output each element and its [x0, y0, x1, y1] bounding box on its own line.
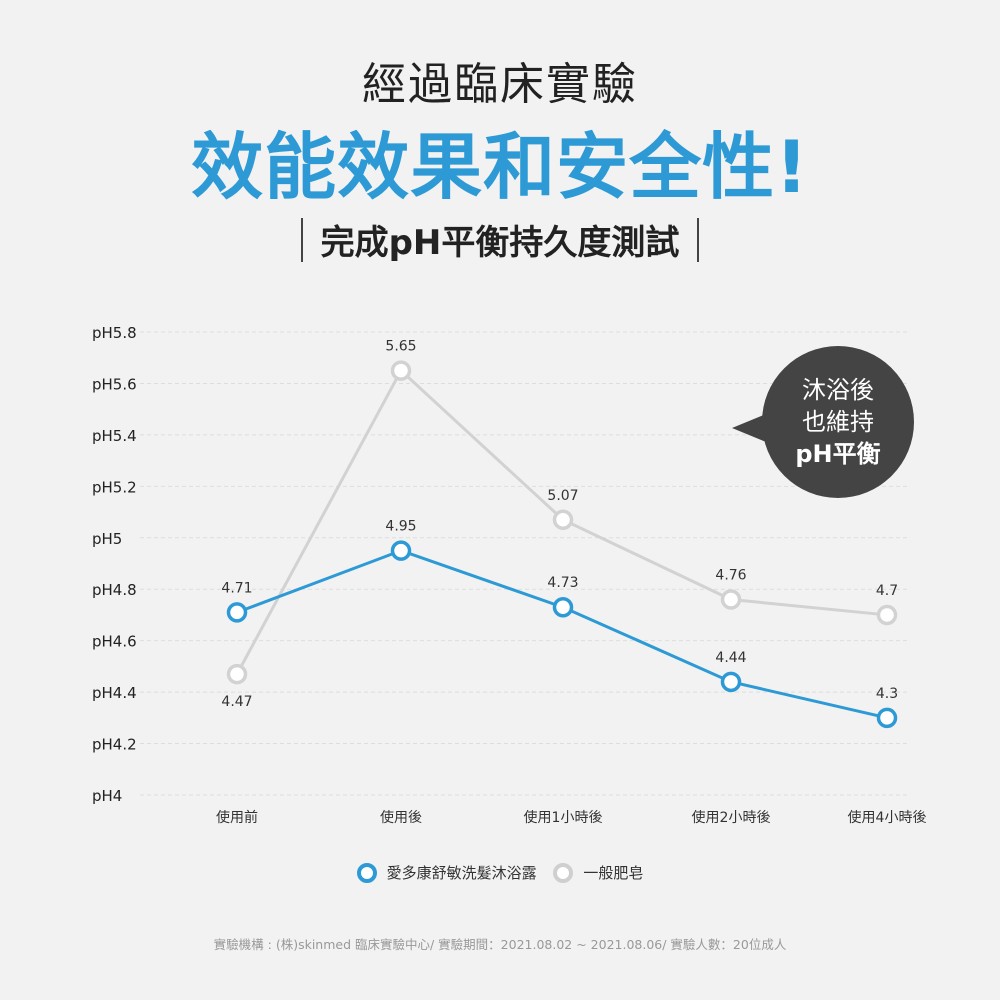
data-point-blue [552, 596, 574, 618]
chart-legend: 愛多康舒敏洗髮沐浴露 一般肥皂 [0, 862, 1000, 887]
headline-top: 經過臨床實驗 [362, 59, 638, 110]
legend-marker-gray [553, 862, 574, 883]
x-tick-label: 使用後 [380, 809, 422, 826]
x-tick-label: 使用1小時後 [524, 809, 603, 826]
x-tick-label: 使用前 [216, 809, 258, 826]
legend-marker-blue [356, 862, 377, 883]
data-point-blue [226, 602, 248, 623]
data-label-gray: 4.47 [221, 694, 252, 710]
y-tick-label: pH5.6 [92, 375, 137, 393]
data-point-gray [720, 589, 742, 610]
callout-bubble: 沐浴後 也維持 pH平衡 [762, 346, 914, 498]
legend-item-series2: 一般肥皂 [553, 862, 643, 883]
data-point-blue [390, 540, 412, 561]
data-label-blue: 4.44 [715, 650, 746, 666]
y-tick-label: pH5.4 [92, 427, 137, 445]
data-label-blue: 4.73 [547, 575, 578, 591]
data-label-gray: 4.7 [876, 583, 898, 599]
subtitle-text: 完成pH平衡持久度測試 [320, 223, 680, 263]
data-point-blue [720, 671, 742, 693]
data-point-gray [226, 663, 248, 685]
y-tick-label: pH4.2 [92, 736, 137, 754]
subtitle-right-divider [697, 217, 700, 262]
y-tick-label: pH4.8 [92, 581, 137, 599]
data-point-gray [876, 604, 898, 626]
y-tick-label: pH4 [92, 787, 122, 805]
data-point-gray [552, 509, 574, 531]
x-tick-label: 使用2小時後 [692, 809, 771, 826]
legend-label-series2: 一般肥皂 [583, 864, 644, 882]
callout-line-3: pH平衡 [795, 440, 881, 468]
subtitle: 完成pH平衡持久度測試 [0, 215, 1000, 264]
data-label-gray: 4.76 [715, 568, 746, 584]
y-tick-label: pH5.8 [92, 324, 137, 342]
data-label-gray: 5.65 [385, 339, 416, 355]
y-tick-label: pH5 [92, 530, 122, 548]
headline-main: 效能效果和安全性! [191, 125, 809, 209]
data-point-gray [390, 360, 412, 381]
legend-item-series1: 愛多康舒敏洗髮沐浴露 [356, 862, 537, 883]
y-tick-label: pH4.4 [92, 684, 137, 702]
legend-label-series1: 愛多康舒敏洗髮沐浴露 [386, 864, 537, 882]
subtitle-left-divider [300, 217, 303, 262]
data-label-blue: 4.95 [385, 519, 416, 535]
y-tick-label: pH5.2 [92, 478, 137, 496]
data-point-blue [876, 707, 898, 729]
callout-line-1: 沐浴後 [802, 376, 874, 404]
data-label-blue: 4.3 [876, 686, 898, 702]
callout-tail [732, 414, 766, 442]
y-tick-label: pH4.6 [92, 633, 137, 651]
data-label-blue: 4.71 [221, 580, 252, 596]
footnote: 實驗機構 : (株)skinmed 臨床實驗中心/ 實驗期間：2021.08.0… [213, 937, 787, 952]
x-tick-label: 使用4小時後 [848, 809, 927, 826]
callout-line-2: 也維持 [802, 408, 874, 436]
data-label-gray: 5.07 [547, 488, 578, 504]
